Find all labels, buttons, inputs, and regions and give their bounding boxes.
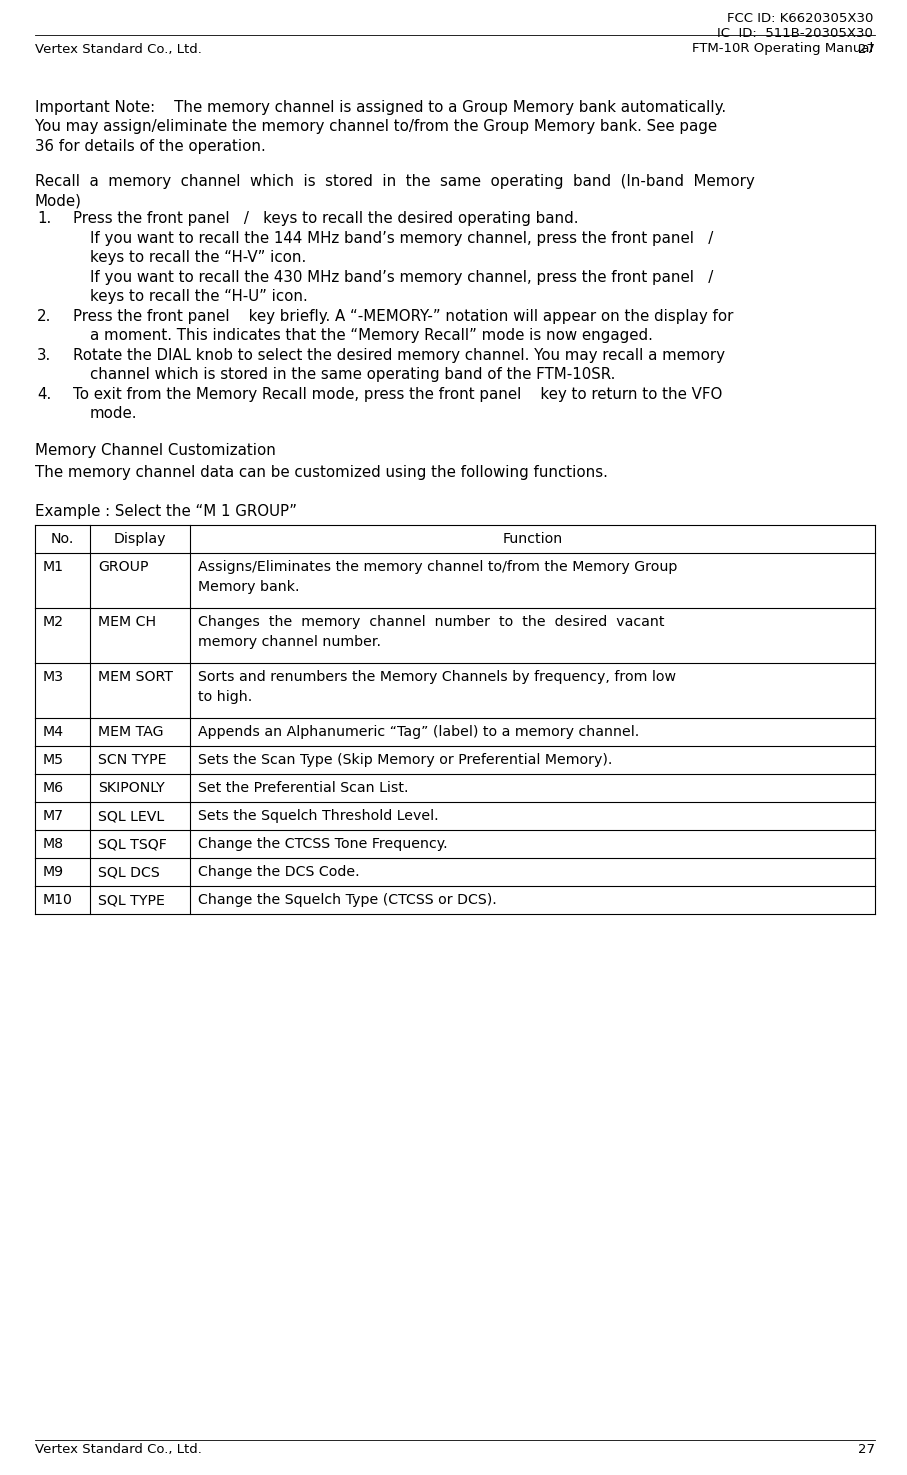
Text: SQL TSQF: SQL TSQF xyxy=(98,838,167,851)
Text: Mode): Mode) xyxy=(35,193,82,208)
Text: Example : Select the “M 1 GROUP”: Example : Select the “M 1 GROUP” xyxy=(35,503,297,519)
Text: keys to recall the “H-V” icon.: keys to recall the “H-V” icon. xyxy=(90,251,307,266)
Text: If you want to recall the 430 MHz band’s memory channel, press the front panel  : If you want to recall the 430 MHz band’s… xyxy=(90,270,713,285)
Text: M4: M4 xyxy=(43,726,64,739)
Text: M6: M6 xyxy=(43,782,64,795)
Text: M8: M8 xyxy=(43,838,64,851)
Text: GROUP: GROUP xyxy=(98,560,149,574)
Text: Sorts and renumbers the Memory Channels by frequency, from low: Sorts and renumbers the Memory Channels … xyxy=(198,670,676,684)
Text: memory channel number.: memory channel number. xyxy=(198,634,381,649)
Text: If you want to recall the 144 MHz band’s memory channel, press the front panel  : If you want to recall the 144 MHz band’s… xyxy=(90,230,713,246)
Text: Vertex Standard Co., Ltd.: Vertex Standard Co., Ltd. xyxy=(35,43,202,56)
Text: You may assign/eliminate the memory channel to/from the Group Memory bank. See p: You may assign/eliminate the memory chan… xyxy=(35,119,717,134)
Text: M10: M10 xyxy=(43,892,73,907)
Text: SQL TYPE: SQL TYPE xyxy=(98,892,165,907)
Text: to high.: to high. xyxy=(198,690,252,704)
Text: Change the DCS Code.: Change the DCS Code. xyxy=(198,866,359,879)
Text: channel which is stored in the same operating band of the FTM-10SR.: channel which is stored in the same oper… xyxy=(90,367,615,382)
Text: M2: M2 xyxy=(43,615,64,630)
Text: Important Note:    The memory channel is assigned to a Group Memory bank automat: Important Note: The memory channel is as… xyxy=(35,100,727,115)
Text: MEM SORT: MEM SORT xyxy=(98,670,173,684)
Text: Change the Squelch Type (CTCSS or DCS).: Change the Squelch Type (CTCSS or DCS). xyxy=(198,892,497,907)
Text: Press the front panel    key briefly. A “-MEMORY-” notation will appear on the d: Press the front panel key briefly. A “-M… xyxy=(73,308,734,323)
Text: To exit from the Memory Recall mode, press the front panel    key to return to t: To exit from the Memory Recall mode, pre… xyxy=(73,386,722,401)
Text: M5: M5 xyxy=(43,754,64,767)
Text: 27: 27 xyxy=(858,1443,875,1456)
Text: The memory channel data can be customized using the following functions.: The memory channel data can be customize… xyxy=(35,465,608,479)
Text: mode.: mode. xyxy=(90,406,138,422)
Text: FCC ID: K6620305X30: FCC ID: K6620305X30 xyxy=(727,12,873,25)
Text: Rotate the DIAL knob to select the desired memory channel. You may recall a memo: Rotate the DIAL knob to select the desir… xyxy=(73,348,725,363)
Text: Sets the Scan Type (Skip Memory or Preferential Memory).: Sets the Scan Type (Skip Memory or Prefe… xyxy=(198,754,612,767)
Text: Sets the Squelch Threshold Level.: Sets the Squelch Threshold Level. xyxy=(198,810,439,823)
Text: Changes  the  memory  channel  number  to  the  desired  vacant: Changes the memory channel number to the… xyxy=(198,615,665,630)
Text: 36 for details of the operation.: 36 for details of the operation. xyxy=(35,139,266,153)
Text: a moment. This indicates that the “Memory Recall” mode is now engaged.: a moment. This indicates that the “Memor… xyxy=(90,327,653,344)
Text: keys to recall the “H-U” icon.: keys to recall the “H-U” icon. xyxy=(90,289,307,304)
Text: 2.: 2. xyxy=(37,308,52,323)
Text: Function: Function xyxy=(502,532,562,546)
Text: 4.: 4. xyxy=(37,386,52,401)
Text: SCN TYPE: SCN TYPE xyxy=(98,754,167,767)
Text: M1: M1 xyxy=(43,560,64,574)
Text: Display: Display xyxy=(113,532,166,546)
Text: 27: 27 xyxy=(858,43,875,56)
Text: Set the Preferential Scan List.: Set the Preferential Scan List. xyxy=(198,782,408,795)
Text: 1.: 1. xyxy=(37,211,52,226)
Text: FTM-10R Operating Manual: FTM-10R Operating Manual xyxy=(692,41,873,55)
Text: MEM CH: MEM CH xyxy=(98,615,156,630)
Text: Press the front panel   /   keys to recall the desired operating band.: Press the front panel / keys to recall t… xyxy=(73,211,579,226)
Text: No.: No. xyxy=(51,532,74,546)
Text: M3: M3 xyxy=(43,670,64,684)
Text: SKIPONLY: SKIPONLY xyxy=(98,782,165,795)
Text: Memory bank.: Memory bank. xyxy=(198,580,299,593)
Text: Change the CTCSS Tone Frequency.: Change the CTCSS Tone Frequency. xyxy=(198,838,448,851)
Text: Assigns/Eliminates the memory channel to/from the Memory Group: Assigns/Eliminates the memory channel to… xyxy=(198,560,678,574)
Text: Memory Channel Customization: Memory Channel Customization xyxy=(35,442,276,459)
Text: IC  ID:  511B-20305X30: IC ID: 511B-20305X30 xyxy=(717,27,873,40)
Text: MEM TAG: MEM TAG xyxy=(98,726,163,739)
Text: Appends an Alphanumeric “Tag” (label) to a memory channel.: Appends an Alphanumeric “Tag” (label) to… xyxy=(198,726,639,739)
Text: SQL LEVL: SQL LEVL xyxy=(98,810,164,823)
Text: Recall  a  memory  channel  which  is  stored  in  the  same  operating  band  (: Recall a memory channel which is stored … xyxy=(35,174,755,189)
Text: M9: M9 xyxy=(43,866,64,879)
Text: SQL DCS: SQL DCS xyxy=(98,866,160,879)
Text: 3.: 3. xyxy=(37,348,52,363)
Text: M7: M7 xyxy=(43,810,64,823)
Text: Vertex Standard Co., Ltd.: Vertex Standard Co., Ltd. xyxy=(35,1443,202,1456)
